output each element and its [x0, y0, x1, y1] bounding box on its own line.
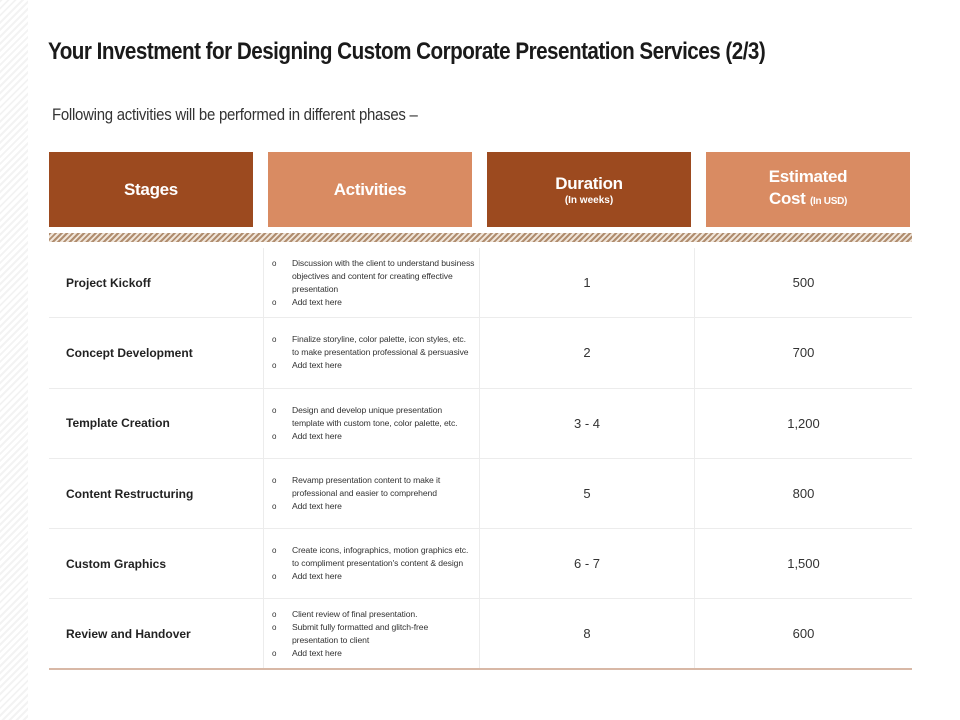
header-duration-unit: (In weeks)	[564, 195, 614, 206]
stage-name: Review and Handover	[49, 599, 264, 668]
hollow-circle-bullet-icon: o	[272, 546, 277, 556]
stage-name: Custom Graphics	[49, 529, 264, 599]
activity-bullet: o Add text here	[272, 296, 475, 309]
activities-cell: o Discussion with the client to understan…	[264, 248, 480, 318]
activity-text: Discussion with the client to understand…	[292, 257, 475, 294]
activity-text: Finalize storyline, color palette, icon …	[292, 334, 469, 358]
activities-cell: o Finalize storyline, color palette, icon…	[264, 318, 480, 388]
duration-value: 3 - 4	[480, 388, 695, 458]
table-row: Review and Handover o Client review of fin…	[49, 599, 912, 670]
cost-value: 1,200	[787, 415, 820, 431]
table-row: Concept Development o Finalize storyline, …	[49, 318, 912, 389]
table-row: Content Restructuring o Revamp presentatio…	[49, 458, 912, 530]
decorative-side-stripe	[0, 0, 28, 720]
table-row: Template Creation o Design and develop uni…	[49, 388, 912, 459]
activities-cell: o Design and develop unique presentation …	[264, 388, 480, 458]
activity-text: Design and develop unique presentation t…	[292, 404, 458, 428]
activity-bullet: o Submit fully formatted and glitch-free …	[272, 621, 475, 647]
stage-name: Template Creation	[49, 388, 264, 458]
header-stages-label: Stages	[124, 179, 178, 199]
hollow-circle-bullet-icon: o	[272, 648, 277, 658]
activity-bullet: o Add text here	[272, 570, 475, 583]
activity-text: Revamp presentation content to make it p…	[292, 475, 441, 499]
hollow-circle-bullet-icon: o	[272, 405, 277, 415]
stage-name: Content Restructuring	[49, 458, 264, 529]
activity-bullet: o Design and develop unique presentation …	[272, 404, 475, 430]
activity-text: Create icons, infographics, motion graph…	[292, 545, 469, 569]
hatched-divider	[49, 233, 912, 242]
activity-text: Client review of final presentation.	[292, 608, 418, 619]
header-cost: Estimated Cost (In USD)	[706, 152, 910, 227]
cost-value: 600	[792, 626, 815, 642]
table-header: Stages Activities Duration (In weeks) Es…	[49, 152, 910, 227]
header-duration-label: Duration	[555, 174, 623, 193]
page-title: Your Investment for Designing Custom Cor…	[48, 38, 766, 65]
header-cost-line2: Cost	[768, 189, 806, 208]
activity-bullet: o Revamp presentation content to make it …	[272, 474, 475, 500]
activities-cell: o Create icons, infographics, motion grap…	[264, 529, 480, 599]
activities-cell: o Client review of final presentation. o Su…	[264, 599, 480, 668]
hollow-circle-bullet-icon: o	[272, 297, 277, 307]
cost-value: 500	[792, 275, 815, 291]
header-cost-unit: (In USD)	[809, 196, 848, 207]
activity-text: Add text here	[292, 501, 342, 512]
stages-table: Project Kickoff o Discussion with the clie…	[49, 248, 912, 670]
header-activities: Activities	[268, 152, 472, 227]
activity-bullet: o Discussion with the client to understan…	[272, 257, 475, 296]
activities-cell: o Revamp presentation content to make it …	[264, 458, 480, 529]
activity-text: Submit fully formatted and glitch-free p…	[292, 621, 429, 645]
header-activities-label: Activities	[333, 179, 407, 199]
header-duration: Duration (In weeks)	[487, 152, 691, 227]
hollow-circle-bullet-icon: o	[272, 502, 277, 512]
activity-bullet: o Add text here	[272, 359, 475, 372]
duration-value: 2	[480, 318, 695, 388]
hollow-circle-bullet-icon: o	[272, 361, 277, 371]
stage-name: Concept Development	[49, 318, 264, 388]
table-row: Project Kickoff o Discussion with the clie…	[49, 248, 912, 319]
activity-text: Add text here	[292, 360, 342, 371]
duration-value: 8	[480, 599, 695, 668]
activity-bullet: o Finalize storyline, color palette, icon…	[272, 333, 475, 359]
header-stages: Stages	[49, 152, 253, 227]
activity-bullet: o Add text here	[272, 500, 475, 513]
hollow-circle-bullet-icon: o	[272, 622, 277, 632]
hollow-circle-bullet-icon: o	[272, 476, 277, 486]
activity-bullet: o Client review of final presentation.	[272, 608, 475, 621]
activity-text: Add text here	[292, 296, 342, 307]
cost-value: 700	[792, 345, 815, 361]
hollow-circle-bullet-icon: o	[272, 609, 277, 619]
page-subtitle: Following activities will be performed i…	[52, 105, 418, 124]
activity-bullet: o Add text here	[272, 647, 475, 660]
activity-text: Add text here	[292, 571, 342, 582]
duration-value: 5	[480, 458, 695, 529]
activity-text: Add text here	[292, 647, 342, 658]
hollow-circle-bullet-icon: o	[272, 431, 277, 441]
header-cost-line1: Estimated	[768, 167, 848, 186]
duration-value: 1	[480, 248, 695, 318]
cost-value: 800	[792, 486, 815, 502]
hollow-circle-bullet-icon: o	[272, 258, 277, 268]
header-cost-line2-wrap: Cost (In USD)	[769, 188, 847, 213]
stage-name: Project Kickoff	[49, 248, 264, 318]
duration-value: 6 - 7	[480, 529, 695, 599]
activity-text: Add text here	[292, 430, 342, 441]
hollow-circle-bullet-icon: o	[272, 335, 277, 345]
activity-bullet: o Create icons, infographics, motion grap…	[272, 544, 475, 570]
activity-bullet: o Add text here	[272, 430, 475, 443]
table-row: Custom Graphics o Create icons, infographi…	[49, 529, 912, 600]
cost-value: 1,500	[787, 556, 820, 572]
hollow-circle-bullet-icon: o	[272, 572, 277, 582]
